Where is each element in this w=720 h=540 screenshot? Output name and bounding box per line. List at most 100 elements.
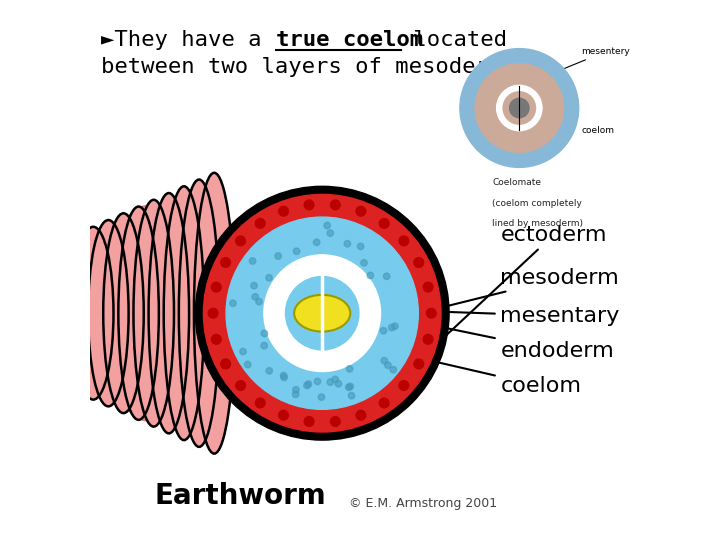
Circle shape [297,333,304,340]
Text: ►They have a: ►They have a [101,30,274,50]
Ellipse shape [179,179,220,447]
Text: ectoderm: ectoderm [439,225,607,342]
Circle shape [390,367,397,373]
Circle shape [426,308,436,318]
Ellipse shape [294,295,350,332]
Circle shape [279,410,289,420]
Text: mesoderm: mesoderm [421,268,619,313]
Ellipse shape [133,200,174,427]
Ellipse shape [101,205,198,421]
Text: mesentary: mesentary [333,306,620,326]
Circle shape [304,382,310,389]
Ellipse shape [73,227,114,400]
Circle shape [261,342,267,349]
Circle shape [423,334,433,344]
Circle shape [356,410,366,420]
Text: coelom: coelom [541,116,614,136]
Circle shape [510,98,529,118]
Text: Earthworm: Earthworm [155,482,327,510]
Circle shape [195,186,449,440]
Circle shape [266,274,272,281]
Text: Coelomate: Coelomate [492,178,541,187]
Ellipse shape [194,173,235,454]
Ellipse shape [103,213,144,413]
Circle shape [379,398,389,408]
Circle shape [245,361,251,368]
Circle shape [423,282,433,292]
Circle shape [346,366,353,372]
Ellipse shape [88,220,129,407]
Circle shape [221,258,230,267]
Circle shape [330,417,341,427]
Circle shape [256,299,262,305]
Text: true coelom: true coelom [276,30,423,50]
Circle shape [313,239,320,246]
Text: © E.M. Armstrong 2001: © E.M. Armstrong 2001 [349,497,498,510]
Circle shape [208,308,218,318]
Circle shape [302,336,309,343]
Circle shape [414,258,423,267]
Circle shape [240,348,246,355]
Circle shape [344,240,351,247]
Circle shape [384,362,391,368]
Circle shape [203,194,441,432]
Circle shape [399,381,409,390]
Circle shape [380,327,387,334]
Circle shape [332,376,338,383]
Ellipse shape [118,206,159,420]
Text: endoderm: endoderm [361,310,614,361]
Circle shape [212,334,221,344]
Circle shape [347,383,354,390]
Circle shape [291,326,297,332]
Circle shape [264,255,380,372]
Circle shape [381,357,387,364]
Text: located: located [400,30,508,50]
Circle shape [226,217,418,409]
Circle shape [503,92,536,124]
Circle shape [279,206,289,216]
Circle shape [367,272,374,279]
Ellipse shape [163,186,204,440]
Text: between two layers of mesoderm.: between two layers of mesoderm. [101,57,516,77]
Circle shape [351,320,357,326]
Circle shape [330,200,341,210]
Circle shape [275,253,282,259]
Circle shape [318,394,325,400]
Circle shape [327,379,333,386]
Circle shape [414,359,423,369]
Circle shape [261,330,268,336]
Circle shape [285,276,359,350]
Circle shape [221,359,230,369]
Circle shape [304,417,314,427]
Circle shape [212,282,221,292]
Circle shape [292,387,299,393]
Circle shape [389,325,395,331]
Circle shape [399,236,409,246]
Circle shape [230,300,236,307]
Circle shape [256,398,265,408]
Circle shape [384,273,390,280]
Circle shape [256,219,265,228]
Circle shape [293,248,300,254]
Circle shape [235,381,246,390]
Circle shape [379,219,389,228]
Circle shape [266,368,272,374]
Circle shape [327,230,333,237]
Circle shape [249,258,256,264]
Circle shape [235,236,246,246]
Circle shape [287,308,294,314]
Text: (coelom completely: (coelom completely [492,199,582,208]
Circle shape [497,85,542,131]
Circle shape [305,381,312,387]
Circle shape [281,374,287,381]
Circle shape [336,381,342,387]
Circle shape [280,372,287,379]
Circle shape [392,323,398,329]
Circle shape [348,393,355,399]
Text: coelom: coelom [373,347,582,396]
Circle shape [292,391,299,397]
Circle shape [357,243,364,249]
Circle shape [356,206,366,216]
Text: lined by mesoderm): lined by mesoderm) [492,219,583,228]
Circle shape [314,378,320,384]
